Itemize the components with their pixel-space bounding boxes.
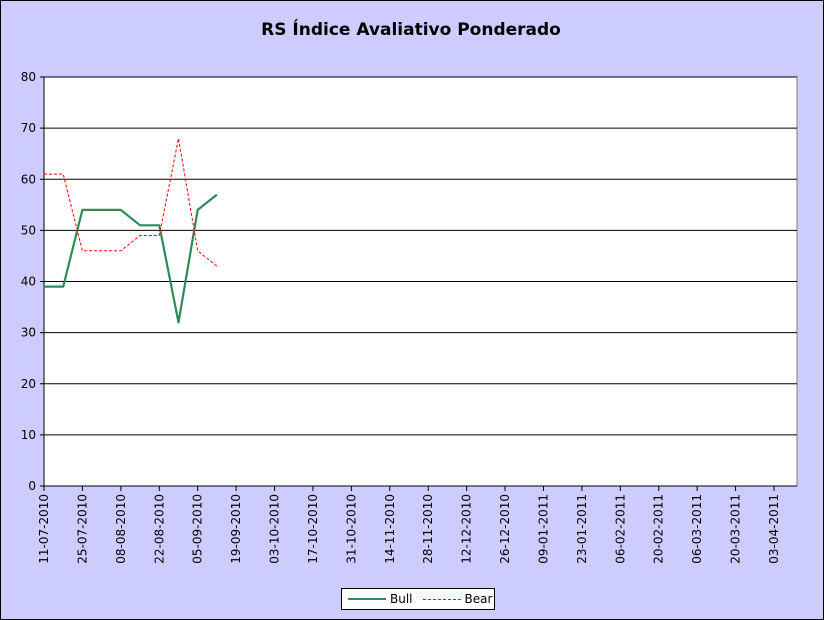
- chart-title: RS Índice Avaliativo Ponderado: [261, 20, 561, 40]
- legend-item-bull: Bull: [348, 592, 413, 606]
- legend-label-bull: Bull: [390, 592, 413, 606]
- y-tick-label: 40: [21, 275, 36, 289]
- x-tick-label: 14-11-2010: [383, 494, 397, 564]
- x-tick-label: 05-09-2010: [191, 494, 205, 564]
- legend-swatch-bear: [422, 598, 461, 600]
- x-tick-label: 31-10-2010: [344, 494, 358, 564]
- y-tick-label: 20: [21, 377, 36, 391]
- y-tick-label: 80: [21, 70, 36, 84]
- x-tick-label: 08-08-2010: [114, 494, 128, 564]
- y-tick-label: 60: [21, 172, 36, 186]
- series-line-bear: [44, 137, 218, 267]
- axes: 0 10 20 30 40 50 60 70 80 11-07-2010 25-07-2010 08-…: [21, 70, 797, 564]
- y-tick-label: 70: [21, 121, 36, 135]
- x-tick-label: 22-08-2010: [152, 494, 166, 564]
- x-tick-label: 25-07-2010: [75, 494, 89, 564]
- y-tick-label: 30: [21, 326, 36, 340]
- y-tick-label: 10: [21, 428, 36, 442]
- x-tick-label: 06-02-2011: [613, 494, 627, 564]
- x-tick-label: 11-07-2010: [37, 494, 51, 564]
- x-tick-label: 09-01-2011: [536, 494, 550, 564]
- x-tick-label: 03-04-2011: [767, 494, 781, 564]
- legend-swatch-bull: [348, 598, 386, 600]
- series-line-bull: [44, 193, 218, 324]
- x-tick-label: 20-02-2011: [652, 494, 666, 564]
- x-tick-label: 12-12-2010: [460, 494, 474, 564]
- x-tick-label: 17-10-2010: [306, 494, 320, 564]
- y-tick-label: 50: [21, 223, 36, 237]
- legend-label-bear: Bear: [464, 592, 493, 606]
- x-tick-label: 19-09-2010: [229, 494, 243, 564]
- legend-item-bear: Bear: [422, 592, 493, 606]
- x-tick-label: 28-11-2010: [421, 494, 435, 564]
- series-lines: [43, 137, 218, 324]
- x-tick-label: 03-10-2010: [268, 494, 282, 564]
- x-tick-label: 06-03-2011: [690, 494, 704, 564]
- x-tick-label: 23-01-2011: [575, 494, 589, 564]
- x-tick-label: 20-03-2011: [729, 494, 743, 564]
- x-tick-label: 26-12-2010: [498, 494, 512, 564]
- y-tick-label: 0: [28, 479, 36, 493]
- legend: Bull Bear: [341, 588, 495, 610]
